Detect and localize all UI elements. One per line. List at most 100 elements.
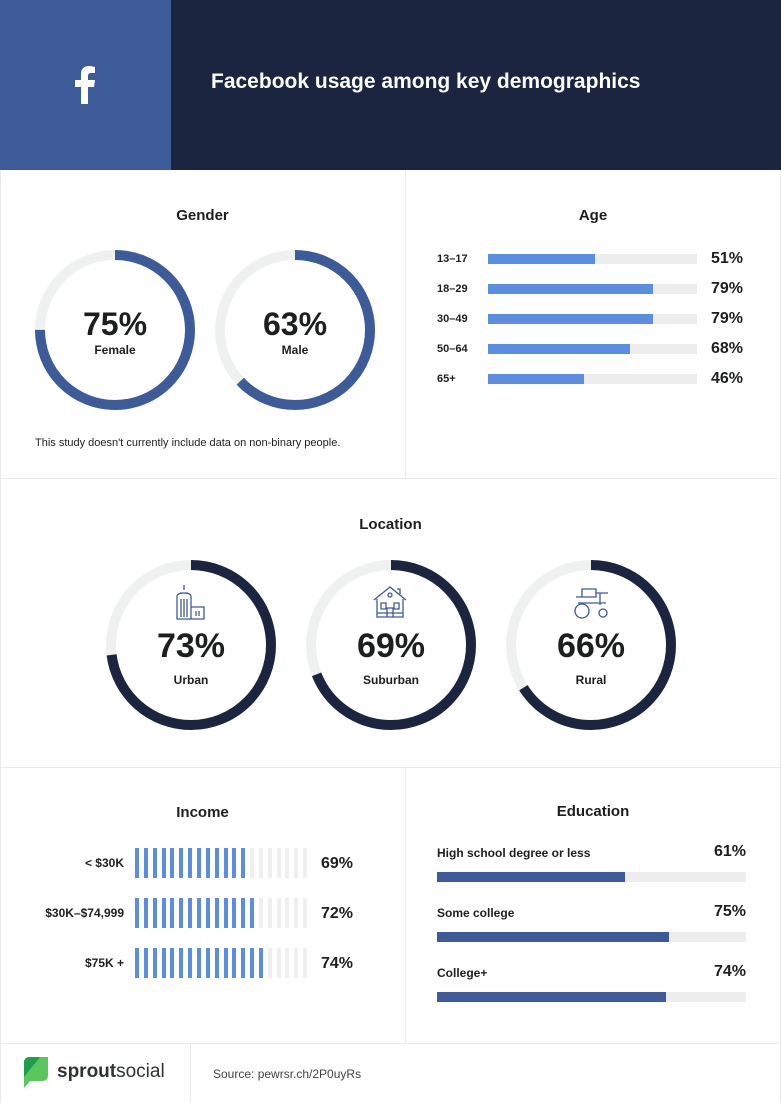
income-bar [135,848,315,878]
age-value: 79% [711,280,744,297]
income-segment [161,948,166,978]
income-title: Income [176,804,229,821]
income-segment [250,948,255,978]
income-segment [188,898,193,928]
income-segment [241,848,246,878]
age-label: 65+ [437,373,456,385]
income-segment [152,948,157,978]
income-segment [188,948,193,978]
education-bar-track [437,872,746,882]
divider [405,767,406,1043]
income-label: < $30K [84,856,124,870]
gender-donut-label: Female [94,343,136,357]
age-bar-fill [488,284,654,294]
education-label: College+ [437,966,488,980]
sprout-social-wordmark: sproutsocial [57,1061,165,1083]
age-label: 50–64 [437,343,468,355]
source-text: Source: pewrsr.ch/2P0uyRs [213,1067,362,1081]
income-segment [258,898,263,928]
income-segment [170,898,175,928]
age-value: 46% [711,370,744,387]
education-bar-fill [437,872,626,882]
age-label: 13–17 [437,253,468,265]
income-segment [214,848,219,878]
age-title: Age [578,207,608,224]
income-segment [303,898,308,928]
education-value: 75% [713,903,746,920]
income-segment [205,898,210,928]
education-label: Some college [437,906,515,920]
age-bar-track [488,284,697,294]
facebook-f-icon [75,66,95,104]
income-segment [241,898,246,928]
income-segment [214,948,219,978]
location-title: Location [359,516,422,533]
income-segment [241,948,246,978]
location-donut-arc [306,560,476,730]
income-segment [223,948,228,978]
age-label: 30–49 [437,313,468,325]
age-bar-fill [488,254,595,264]
divider [0,478,781,479]
gender-title: Gender [176,207,229,224]
income-segment [135,948,139,978]
education-label: High school degree or less [437,846,591,860]
city-building-icon [176,585,205,620]
income-segment [267,848,272,878]
income-segment [170,848,175,878]
income-segment [179,898,184,928]
income-segment [135,848,139,878]
income-segment [214,898,219,928]
income-segment [258,948,263,978]
gender-donut-label: Male [282,343,309,357]
age-bar-track [488,314,697,324]
location-donut-arc [506,560,676,730]
age-bar-track [488,344,697,354]
income-segment [143,848,148,878]
location-donut-value: 69% [357,627,425,665]
age-value: 79% [711,310,744,327]
divider [190,1043,191,1103]
age-bar-track [488,254,697,264]
income-segment [196,948,201,978]
income-segment [135,898,139,928]
income-segment [285,848,290,878]
income-segment [294,948,299,978]
location-donut-arc [106,560,276,730]
income-segment [285,898,290,928]
header-logo-block [0,0,171,170]
income-segment [179,848,184,878]
gender-note: This study doesn't currently include dat… [35,437,341,449]
income-segment [232,948,237,978]
tractor-icon [574,588,608,619]
education-title: Education [556,803,630,820]
education-value: 61% [713,843,746,860]
education-bar-track [437,992,746,1002]
age-bar-track [488,374,697,384]
gender-donut-arc [35,250,195,410]
income-value: 74% [321,955,354,972]
age-value: 51% [711,250,744,267]
page-title: Facebook usage among key demographics [211,70,641,93]
sprout-social-logo-icon [24,1057,48,1088]
age-value: 68% [711,340,744,357]
income-segment [152,898,157,928]
income-label: $75K + [84,956,124,970]
location-donuts: 73% Urban 69% Suburban 66% Rural [106,560,676,730]
location-donut-label: Urban [174,673,209,687]
income-segment [205,948,210,978]
income-segment [170,948,175,978]
income-segment [161,848,166,878]
income-segment [294,898,299,928]
income-bar [135,948,315,978]
location-donut-label: Suburban [363,673,419,687]
income-segment [143,898,148,928]
income-segment [285,948,290,978]
income-segment [223,898,228,928]
age-bar-fill [488,374,585,384]
income-value: 69% [321,855,354,872]
gender-donut-value: 75% [83,306,147,342]
divider [405,170,406,478]
divider [0,170,1,1103]
income-segment [223,848,228,878]
